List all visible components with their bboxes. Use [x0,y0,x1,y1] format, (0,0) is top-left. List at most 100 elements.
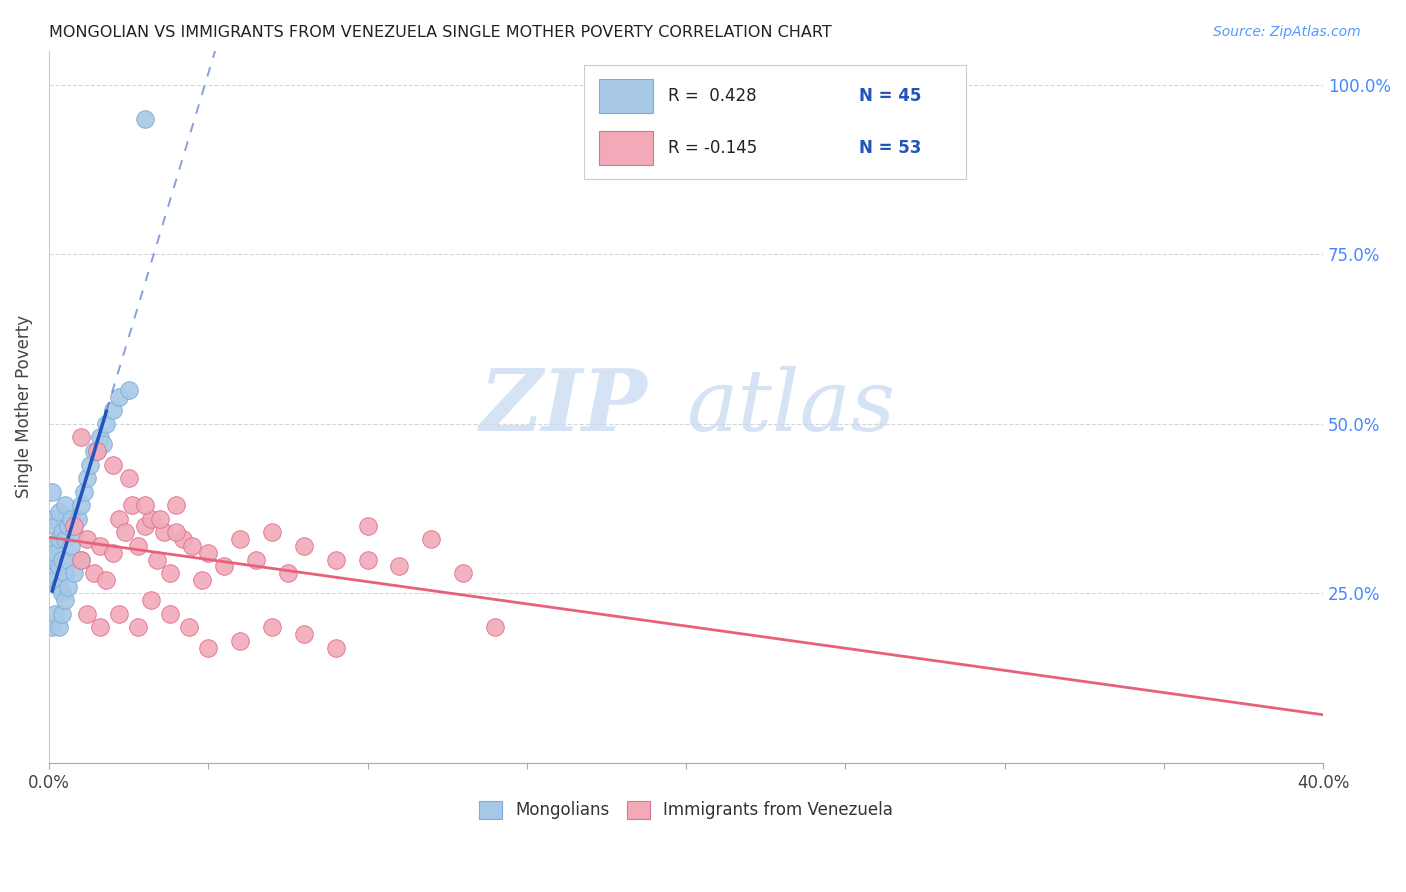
Point [76,533,98,547]
Point [117,471,139,485]
Point [69,552,91,566]
Point [96,417,118,431]
Point [197,640,219,655]
Point [69,430,91,444]
Point [41,620,63,634]
Point [292,539,315,553]
Point [292,627,315,641]
Point [89,430,111,444]
Point [260,620,283,634]
Point [229,533,252,547]
Point [165,525,187,540]
Point [44,546,66,560]
Point [60,539,83,553]
Point [89,539,111,553]
Point [159,566,181,581]
Point [76,471,98,485]
Point [172,533,194,547]
Text: MONGOLIAN VS IMMIGRANTS FROM VENEZUELA SINGLE MOTHER POVERTY CORRELATION CHART: MONGOLIAN VS IMMIGRANTS FROM VENEZUELA S… [49,25,832,40]
Point [165,498,187,512]
Point [484,620,506,634]
Point [134,498,156,512]
Point [197,546,219,560]
Point [89,620,111,634]
Point [229,634,252,648]
Point [127,539,149,553]
Point [152,525,174,540]
Point [53,593,76,607]
Point [60,512,83,526]
Point [41,512,63,526]
Point [127,620,149,634]
Point [108,607,131,621]
Point [69,498,91,512]
Point [44,607,66,621]
Text: atlas: atlas [686,366,896,449]
Point [245,552,267,566]
Point [277,566,299,581]
Point [48,580,70,594]
Point [73,484,96,499]
Point [63,525,86,540]
Point [134,112,156,126]
Point [159,607,181,621]
Point [108,390,131,404]
Point [451,566,474,581]
Point [56,518,79,533]
Legend: Mongolians, Immigrants from Venezuela: Mongolians, Immigrants from Venezuela [472,794,900,826]
Point [79,458,101,472]
Text: ZIP: ZIP [479,365,648,449]
Point [83,566,105,581]
Point [48,620,70,634]
Y-axis label: Single Mother Poverty: Single Mother Poverty [15,316,32,499]
Text: Source: ZipAtlas.com: Source: ZipAtlas.com [1213,25,1361,39]
Point [41,552,63,566]
Point [48,533,70,547]
Point [63,566,86,581]
Point [181,539,204,553]
Point [51,586,73,600]
Point [91,437,114,451]
Point [260,525,283,540]
Point [139,593,162,607]
Point [56,580,79,594]
Point [108,512,131,526]
Point [101,458,124,472]
Point [146,552,169,566]
Point [51,607,73,621]
Point [53,498,76,512]
Point [48,505,70,519]
Point [356,552,378,566]
Point [101,403,124,417]
Point [179,620,201,634]
Point [101,546,124,560]
Point [149,512,172,526]
Point [121,498,143,512]
Point [41,539,63,553]
Point [325,640,347,655]
Point [134,518,156,533]
Point [420,533,443,547]
Point [86,444,108,458]
Point [66,512,89,526]
Point [44,573,66,587]
Point [139,512,162,526]
Point [96,573,118,587]
Point [41,484,63,499]
Point [191,573,214,587]
Point [53,533,76,547]
Point [212,559,235,574]
Point [117,383,139,397]
Point [114,525,136,540]
Point [76,607,98,621]
Point [51,552,73,566]
Point [53,566,76,581]
Point [63,518,86,533]
Point [388,559,411,574]
Point [86,444,108,458]
Point [69,552,91,566]
Point [56,552,79,566]
Point [48,559,70,574]
Point [44,518,66,533]
Point [325,552,347,566]
